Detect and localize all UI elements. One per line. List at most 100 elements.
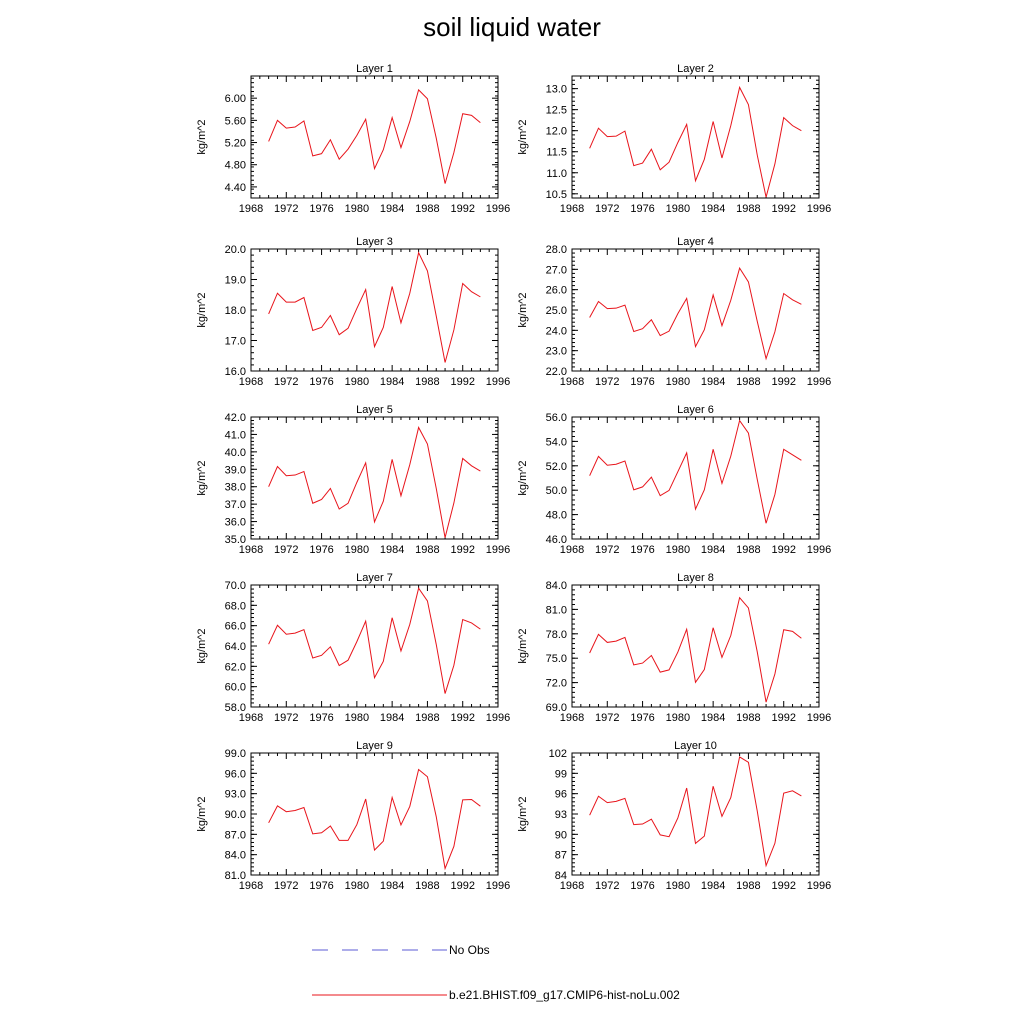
panel-4: Layer 4 kg/m^2 1968 1972 1976 1980 1984 1988 199… <box>517 236 831 388</box>
x-tick-label: 1992 <box>450 203 474 215</box>
y-axis-label: kg/m^2 <box>196 460 208 495</box>
y-tick-label: 84.0 <box>546 580 567 592</box>
x-tick-label: 1988 <box>736 544 760 556</box>
y-tick-label: 24.0 <box>546 325 567 337</box>
y-axis-label: kg/m^2 <box>517 460 529 495</box>
x-tick-label: 1992 <box>450 376 474 388</box>
y-tick-label: 26.0 <box>546 285 567 297</box>
x-tick-label: 1992 <box>771 880 795 892</box>
x-tick-label: 1968 <box>239 712 263 724</box>
x-tick-label: 1996 <box>486 203 510 215</box>
y-axis-label: kg/m^2 <box>517 628 529 663</box>
series-line <box>268 88 481 184</box>
x-tick-label: 1980 <box>666 880 690 892</box>
x-tick-label: 1988 <box>415 712 439 724</box>
x-tick-label: 1996 <box>807 544 831 556</box>
x-tick-label: 1996 <box>807 712 831 724</box>
x-tick-label: 1972 <box>274 712 298 724</box>
y-tick-label: 42.0 <box>225 412 246 424</box>
y-tick-label: 66.0 <box>225 621 246 633</box>
panel-title: Layer 6 <box>677 404 714 416</box>
y-tick-label: 38.0 <box>225 482 246 494</box>
x-tick-label: 1972 <box>274 203 298 215</box>
y-tick-label: 84.0 <box>225 850 246 862</box>
x-tick-label: 1968 <box>239 376 263 388</box>
y-axis-label: kg/m^2 <box>517 119 529 154</box>
x-tick-label: 1980 <box>345 376 369 388</box>
x-tick-label: 1980 <box>345 712 369 724</box>
x-tick-label: 1996 <box>807 880 831 892</box>
x-tick-label: 1972 <box>595 880 619 892</box>
y-tick-label: 28.0 <box>546 244 567 256</box>
y-tick-label: 78.0 <box>546 629 567 641</box>
y-tick-label: 10.5 <box>546 189 567 201</box>
x-tick-label: 1976 <box>630 203 654 215</box>
y-axis-label: kg/m^2 <box>517 796 529 831</box>
panel-3: Layer 3 kg/m^2 1968 1972 1976 1980 1984 1988 199… <box>196 236 510 388</box>
y-tick-label: 96.0 <box>225 768 246 780</box>
x-tick-label: 1992 <box>450 544 474 556</box>
series-line <box>268 251 481 363</box>
panel-title: Layer 4 <box>677 236 714 248</box>
y-tick-label: 37.0 <box>225 499 246 511</box>
y-tick-label: 56.0 <box>546 412 567 424</box>
series-line <box>589 596 802 703</box>
legend: No Obs b.e21.BHIST.f09_g17.CMIP6-hist-noL… <box>312 943 680 1002</box>
y-tick-label: 16.0 <box>225 366 246 378</box>
panel-title: Layer 1 <box>356 63 393 75</box>
y-tick-label: 90 <box>555 829 567 841</box>
x-tick-label: 1996 <box>807 203 831 215</box>
y-tick-label: 41.0 <box>225 429 246 441</box>
x-tick-label: 1968 <box>560 203 584 215</box>
x-tick-label: 1972 <box>274 880 298 892</box>
x-tick-label: 1976 <box>630 544 654 556</box>
y-tick-label: 35.0 <box>225 534 246 546</box>
x-tick-label: 1984 <box>701 544 725 556</box>
y-tick-label: 81.0 <box>546 604 567 616</box>
x-tick-label: 1992 <box>450 712 474 724</box>
x-tick-label: 1984 <box>701 203 725 215</box>
y-tick-label: 13.0 <box>546 84 567 96</box>
x-tick-label: 1980 <box>666 203 690 215</box>
y-tick-label: 46.0 <box>546 534 567 546</box>
y-tick-label: 50.0 <box>546 485 567 497</box>
panel-10: Layer 10 kg/m^2 1968 1972 1976 1980 1984 1988 19… <box>517 740 831 892</box>
x-tick-label: 1988 <box>415 203 439 215</box>
x-tick-label: 1988 <box>736 880 760 892</box>
x-tick-label: 1992 <box>771 712 795 724</box>
series-line <box>589 419 802 524</box>
plot-frame <box>571 752 820 876</box>
x-tick-label: 1968 <box>560 880 584 892</box>
panel-title: Layer 2 <box>677 63 714 75</box>
y-tick-label: 11.0 <box>546 168 567 180</box>
x-tick-label: 1968 <box>239 203 263 215</box>
x-tick-label: 1976 <box>309 376 333 388</box>
x-tick-label: 1976 <box>630 376 654 388</box>
x-tick-label: 1984 <box>380 203 404 215</box>
y-tick-label: 87.0 <box>225 829 246 841</box>
panel-title: Layer 7 <box>356 572 393 584</box>
y-axis-label: kg/m^2 <box>196 796 208 831</box>
y-tick-label: 52.0 <box>546 461 567 473</box>
x-tick-label: 1980 <box>666 376 690 388</box>
y-tick-label: 5.20 <box>225 138 246 150</box>
y-tick-label: 5.60 <box>225 115 246 127</box>
plot-frame <box>571 416 820 540</box>
x-tick-label: 1988 <box>415 376 439 388</box>
x-tick-label: 1972 <box>595 712 619 724</box>
x-tick-label: 1980 <box>345 880 369 892</box>
y-tick-label: 96 <box>555 789 567 801</box>
series-line <box>589 756 802 868</box>
y-tick-label: 72.0 <box>546 678 567 690</box>
y-tick-label: 60.0 <box>225 682 246 694</box>
plot-frame <box>250 248 499 372</box>
y-tick-label: 84 <box>555 870 567 882</box>
x-tick-label: 1976 <box>309 880 333 892</box>
x-tick-label: 1984 <box>701 712 725 724</box>
y-tick-label: 4.40 <box>225 182 246 194</box>
panel-title: Layer 5 <box>356 404 393 416</box>
y-axis-label: kg/m^2 <box>196 119 208 154</box>
x-tick-label: 1984 <box>380 376 404 388</box>
panel-title: Layer 10 <box>674 740 717 752</box>
